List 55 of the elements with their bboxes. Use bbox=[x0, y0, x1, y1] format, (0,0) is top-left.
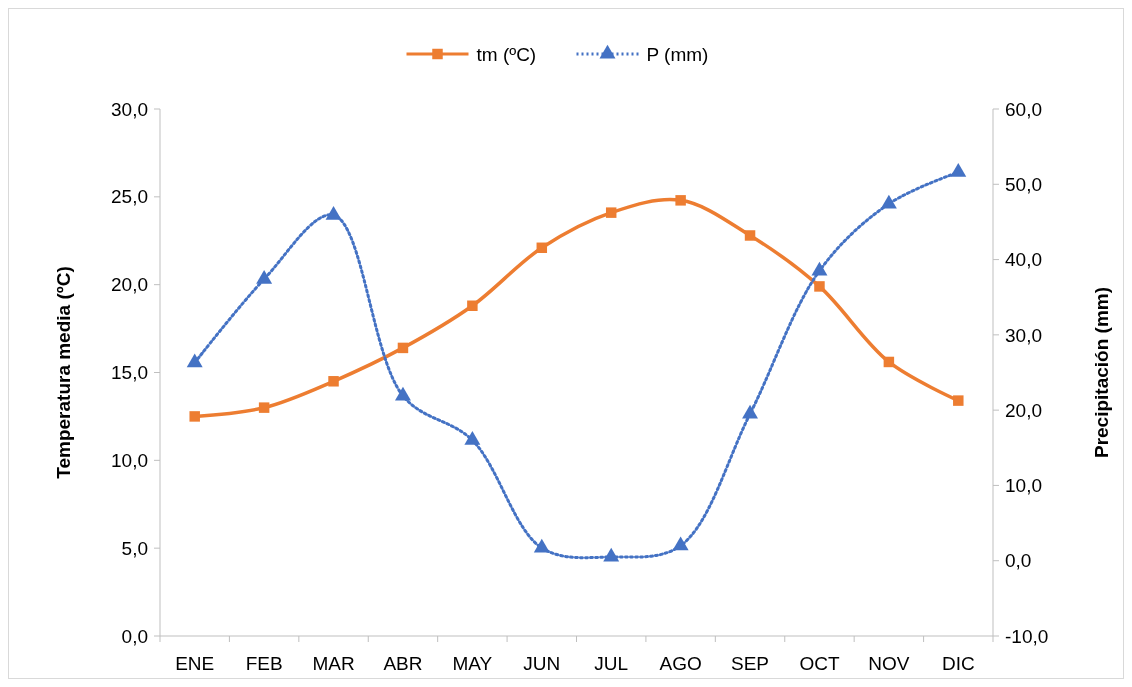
y2-tick-label: -10,0 bbox=[1005, 625, 1049, 647]
y2-tick-label: 30,0 bbox=[1005, 324, 1042, 346]
x-tick-label: MAR bbox=[312, 653, 355, 674]
point bbox=[394, 386, 411, 401]
point bbox=[603, 547, 620, 562]
legend-label: P (mm) bbox=[646, 43, 709, 65]
point bbox=[328, 376, 339, 387]
legend-label: tm (ºC) bbox=[476, 43, 537, 65]
point bbox=[883, 356, 895, 368]
y-tick-label: 0,0 bbox=[121, 625, 148, 647]
point bbox=[186, 353, 203, 368]
point bbox=[325, 205, 342, 220]
y2-tick-label: 50,0 bbox=[1005, 173, 1042, 195]
y2-axis-title: Precipitación (mm) bbox=[1091, 286, 1112, 459]
y-tick-label: 10,0 bbox=[111, 449, 148, 471]
x-tick-label: OCT bbox=[799, 653, 840, 674]
point bbox=[672, 536, 689, 551]
point bbox=[258, 402, 270, 413]
x-tick-label: ABR bbox=[383, 653, 423, 674]
y-axis-title: Temperatura media (ºC) bbox=[53, 266, 74, 479]
point bbox=[397, 342, 409, 354]
x-tick-label: NOV bbox=[868, 653, 910, 674]
point bbox=[950, 163, 967, 177]
x-tick-label: AGO bbox=[659, 653, 702, 674]
point bbox=[605, 207, 617, 218]
point bbox=[536, 242, 548, 254]
x-tick-label: JUN bbox=[523, 653, 561, 674]
x-tick-label: ENE bbox=[175, 653, 215, 674]
y2-tick-label: 10,0 bbox=[1005, 475, 1042, 497]
y-tick-label: 30,0 bbox=[111, 98, 148, 120]
point bbox=[675, 195, 686, 206]
point bbox=[742, 404, 759, 419]
point bbox=[467, 300, 478, 311]
point bbox=[953, 395, 964, 406]
x-tick-label: JUL bbox=[594, 653, 629, 674]
point bbox=[533, 538, 550, 553]
point bbox=[814, 281, 825, 292]
x-tick-label: MAY bbox=[452, 653, 493, 674]
point bbox=[189, 411, 200, 422]
point bbox=[744, 230, 756, 241]
y-tick-label: 20,0 bbox=[111, 274, 148, 296]
x-tick-label: FEB bbox=[245, 653, 283, 674]
y-tick-label: 25,0 bbox=[111, 186, 148, 208]
point bbox=[811, 261, 828, 276]
point bbox=[880, 194, 897, 209]
y2-tick-label: 60,0 bbox=[1005, 98, 1042, 120]
x-tick-label: SEP bbox=[731, 653, 770, 674]
y2-tick-label: 0,0 bbox=[1005, 550, 1032, 572]
point bbox=[464, 431, 481, 445]
point bbox=[256, 269, 273, 284]
y-tick-label: 15,0 bbox=[111, 362, 148, 384]
y-tick-label: 5,0 bbox=[121, 537, 148, 559]
y2-tick-label: 20,0 bbox=[1005, 399, 1042, 421]
x-tick-label: DIC bbox=[941, 653, 975, 674]
y2-tick-label: 40,0 bbox=[1005, 249, 1042, 271]
